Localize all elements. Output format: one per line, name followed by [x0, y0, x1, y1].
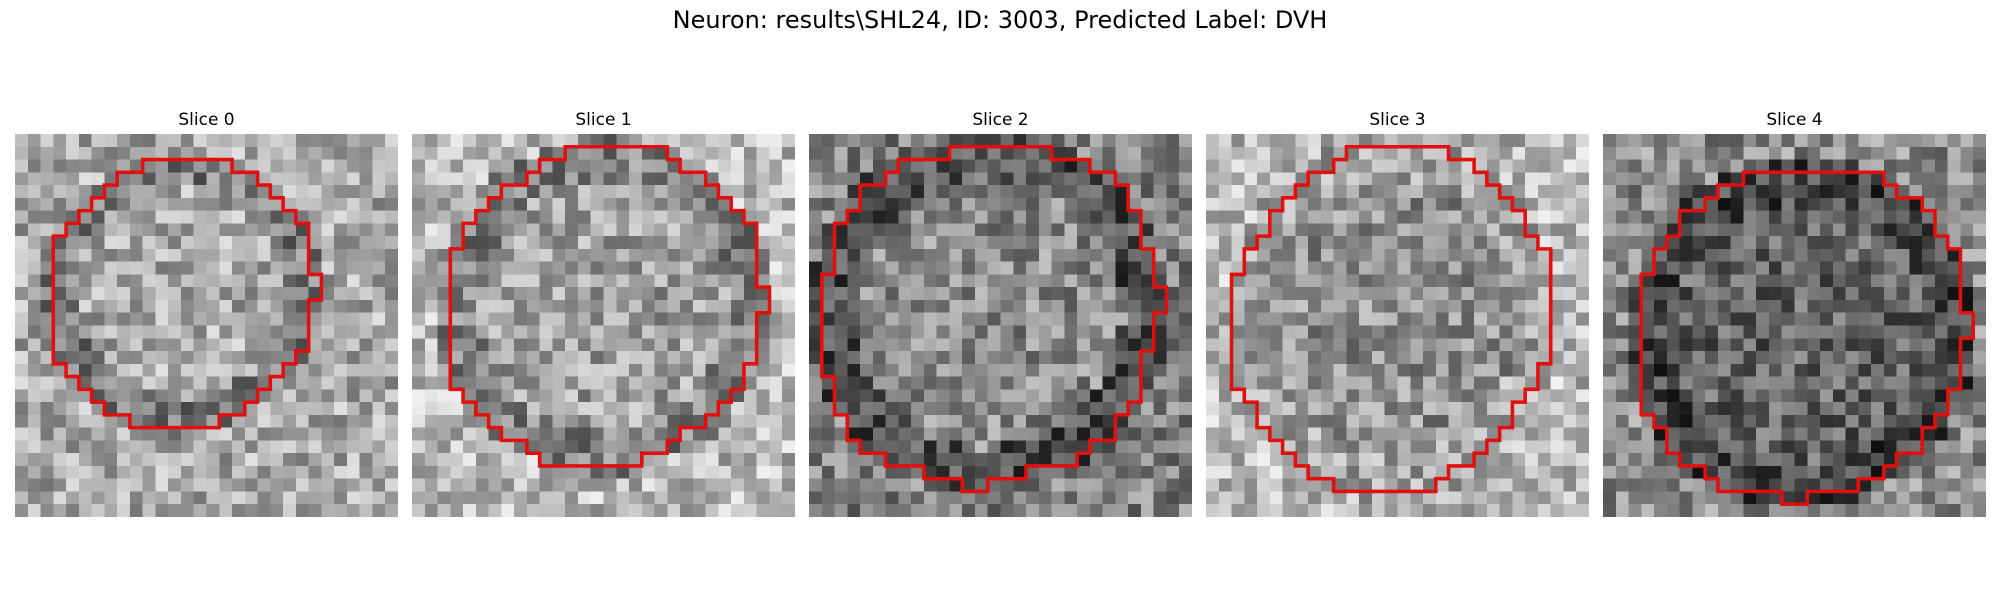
- slice-image-4: [1603, 134, 1986, 517]
- slice-title-4: Slice 4: [1603, 108, 1986, 132]
- slice-panel-2: Slice 2: [809, 108, 1192, 517]
- figure-title: Neuron: results\SHL24, ID: 3003, Predict…: [0, 6, 2000, 34]
- slice-panel-1: Slice 1: [412, 108, 795, 517]
- slice-title-0: Slice 0: [15, 108, 398, 132]
- slice-image-0: [15, 134, 398, 517]
- slice-panel-3: Slice 3: [1206, 108, 1589, 517]
- slice-image-2: [809, 134, 1192, 517]
- slice-title-1: Slice 1: [412, 108, 795, 132]
- slice-title-3: Slice 3: [1206, 108, 1589, 132]
- slice-panel-0: Slice 0: [15, 108, 398, 517]
- slice-panel-4: Slice 4: [1603, 108, 1986, 517]
- slice-image-3: [1206, 134, 1589, 517]
- slice-image-1: [412, 134, 795, 517]
- slice-title-2: Slice 2: [809, 108, 1192, 132]
